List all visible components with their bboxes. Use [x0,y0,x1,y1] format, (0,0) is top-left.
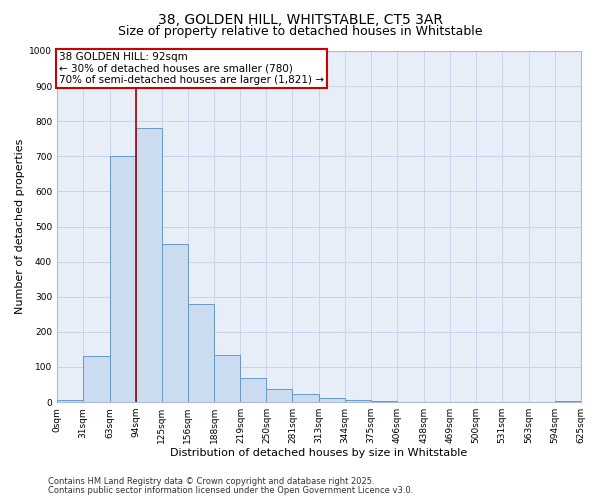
Text: Contains public sector information licensed under the Open Government Licence v3: Contains public sector information licen… [48,486,413,495]
Bar [162,244,188,402]
Bar [110,156,136,402]
Text: Size of property relative to detached houses in Whitstable: Size of property relative to detached ho… [118,25,482,38]
Bar [214,354,241,402]
Bar [241,378,266,402]
Bar [188,304,214,402]
Bar [554,400,581,402]
Text: 38, GOLDEN HILL, WHITSTABLE, CT5 3AR: 38, GOLDEN HILL, WHITSTABLE, CT5 3AR [157,12,443,26]
Text: 38 GOLDEN HILL: 92sqm
← 30% of detached houses are smaller (780)
70% of semi-det: 38 GOLDEN HILL: 92sqm ← 30% of detached … [59,52,324,86]
Y-axis label: Number of detached properties: Number of detached properties [15,139,25,314]
Bar [345,400,371,402]
Text: Contains HM Land Registry data © Crown copyright and database right 2025.: Contains HM Land Registry data © Crown c… [48,477,374,486]
X-axis label: Distribution of detached houses by size in Whitstable: Distribution of detached houses by size … [170,448,467,458]
Bar [83,356,110,402]
Bar [57,400,83,402]
Bar [319,398,345,402]
Bar [266,389,292,402]
Bar [292,394,319,402]
Bar [136,128,162,402]
